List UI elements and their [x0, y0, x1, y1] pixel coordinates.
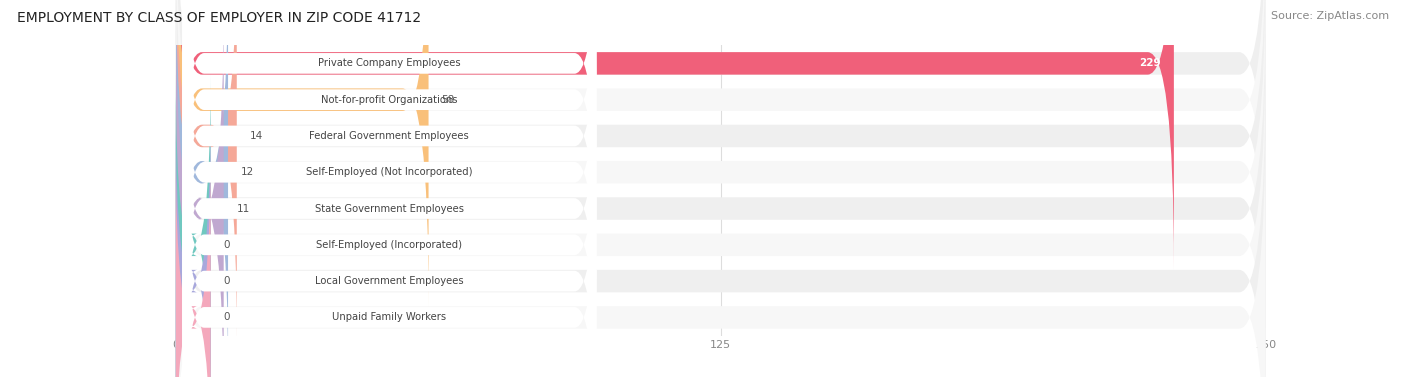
FancyBboxPatch shape [183, 0, 596, 307]
Text: 0: 0 [224, 276, 231, 286]
Text: 58: 58 [441, 95, 456, 105]
Text: 12: 12 [242, 167, 254, 177]
FancyBboxPatch shape [176, 111, 211, 377]
FancyBboxPatch shape [176, 0, 429, 306]
FancyBboxPatch shape [183, 37, 596, 377]
Text: 14: 14 [250, 131, 263, 141]
FancyBboxPatch shape [176, 38, 1265, 377]
FancyBboxPatch shape [176, 0, 236, 342]
Text: Self-Employed (Incorporated): Self-Employed (Incorporated) [316, 240, 463, 250]
FancyBboxPatch shape [176, 0, 1265, 342]
FancyBboxPatch shape [183, 146, 596, 377]
Text: 11: 11 [236, 204, 250, 213]
Text: 0: 0 [224, 313, 231, 322]
FancyBboxPatch shape [176, 0, 1265, 270]
Text: Not-for-profit Organizations: Not-for-profit Organizations [321, 95, 457, 105]
FancyBboxPatch shape [183, 74, 596, 377]
FancyBboxPatch shape [176, 0, 1174, 270]
FancyBboxPatch shape [176, 0, 1265, 377]
Text: Local Government Employees: Local Government Employees [315, 276, 464, 286]
FancyBboxPatch shape [176, 0, 1265, 306]
FancyBboxPatch shape [183, 0, 596, 271]
Text: Source: ZipAtlas.com: Source: ZipAtlas.com [1271, 11, 1389, 21]
FancyBboxPatch shape [176, 75, 211, 377]
Text: EMPLOYMENT BY CLASS OF EMPLOYER IN ZIP CODE 41712: EMPLOYMENT BY CLASS OF EMPLOYER IN ZIP C… [17, 11, 420, 25]
FancyBboxPatch shape [176, 111, 1265, 377]
FancyBboxPatch shape [183, 0, 596, 234]
FancyBboxPatch shape [176, 147, 211, 377]
Text: 229: 229 [1139, 58, 1161, 68]
FancyBboxPatch shape [176, 0, 228, 377]
Text: Self-Employed (Not Incorporated): Self-Employed (Not Incorporated) [307, 167, 472, 177]
Text: Unpaid Family Workers: Unpaid Family Workers [332, 313, 446, 322]
FancyBboxPatch shape [183, 1, 596, 343]
FancyBboxPatch shape [176, 75, 1265, 377]
FancyBboxPatch shape [176, 2, 224, 377]
FancyBboxPatch shape [176, 2, 1265, 377]
Text: State Government Employees: State Government Employees [315, 204, 464, 213]
Text: Federal Government Employees: Federal Government Employees [309, 131, 470, 141]
Text: Private Company Employees: Private Company Employees [318, 58, 461, 68]
FancyBboxPatch shape [183, 110, 596, 377]
Text: 0: 0 [224, 240, 231, 250]
